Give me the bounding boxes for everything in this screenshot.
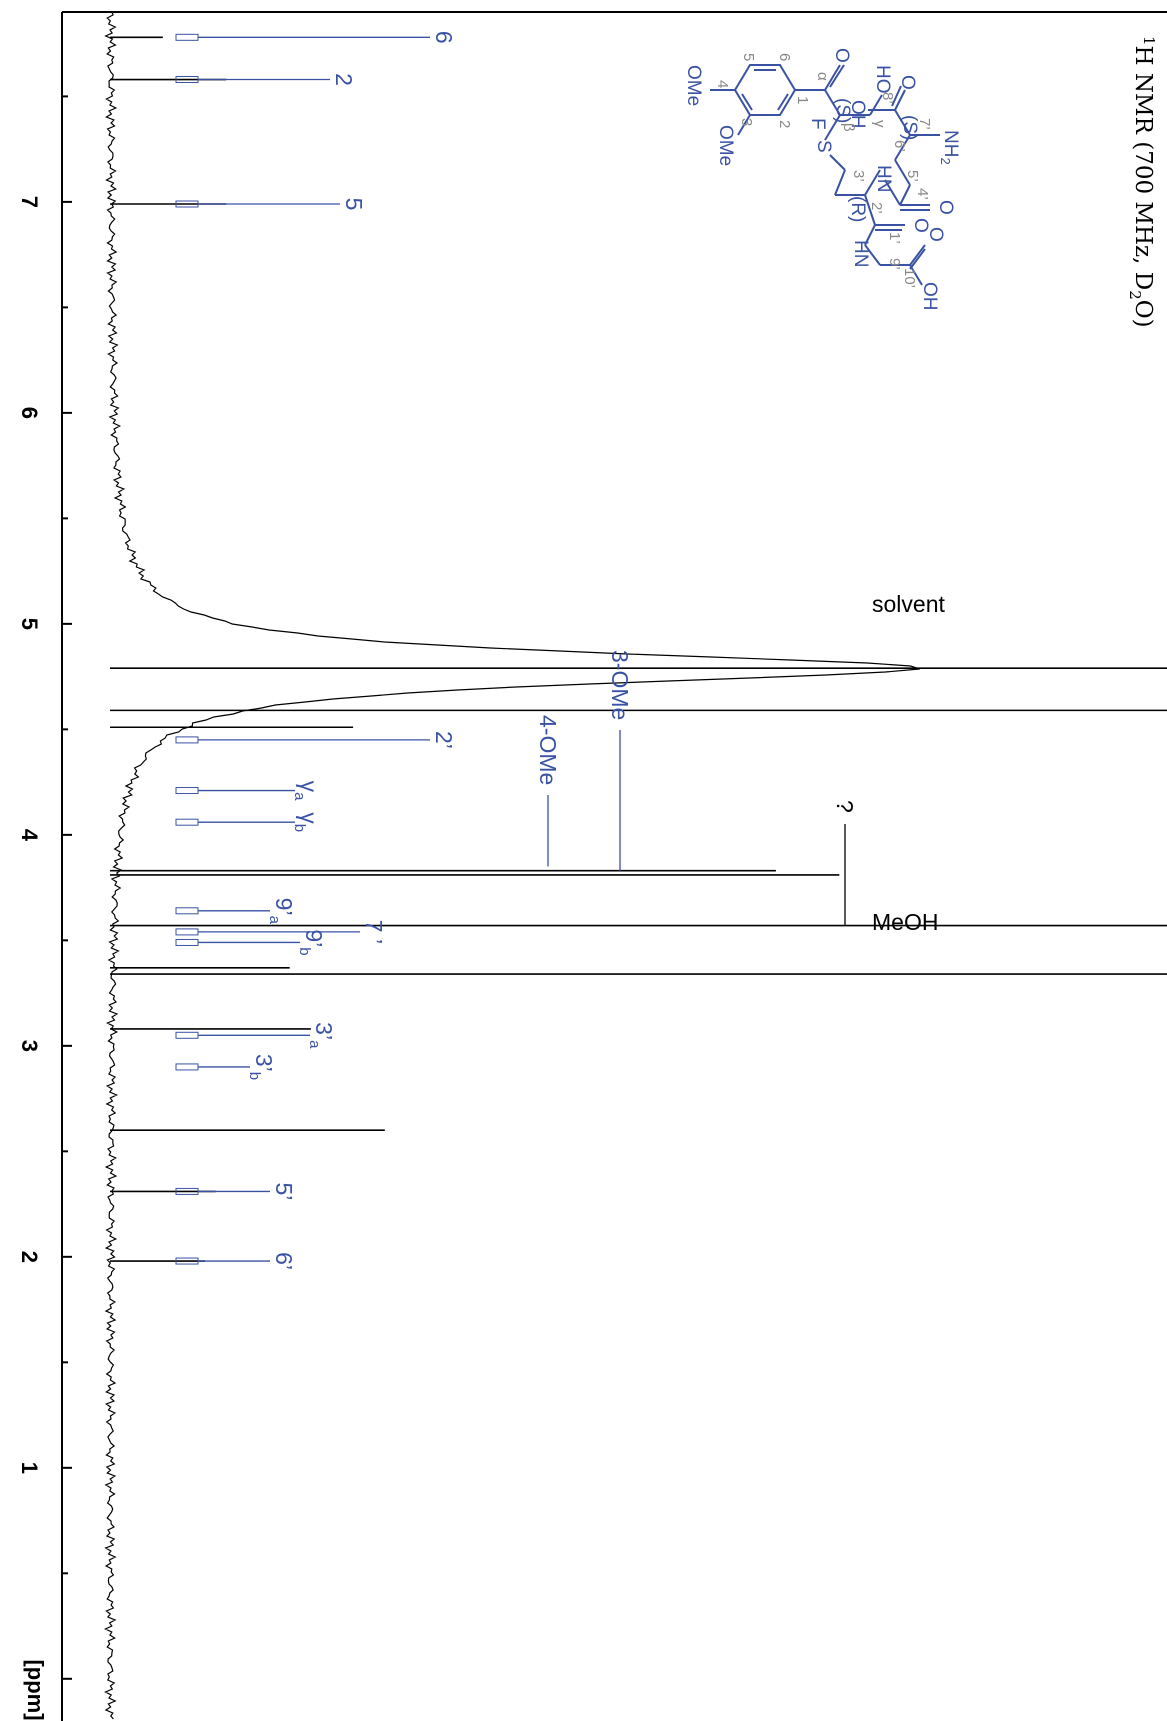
struct-num-c3: 3 bbox=[738, 118, 755, 126]
struct-ome-4: OMe bbox=[683, 65, 704, 106]
struct-oh-top: OH bbox=[919, 282, 940, 311]
peak-assignments: 6 2 5 2’ γa γb 9’a 7 ’ 9’b 3’a 3’b 5’ 6’ bbox=[175, 31, 457, 1270]
assignment-marker bbox=[175, 938, 199, 946]
struct-num-7p: 7’ bbox=[916, 118, 933, 130]
title-subscript: 2 bbox=[1126, 290, 1144, 300]
axis-tick-label: 2 bbox=[17, 1251, 42, 1263]
assignment-label: 3’a bbox=[306, 1022, 337, 1049]
assignment-marker bbox=[175, 787, 199, 795]
struct-fluorine: F bbox=[807, 118, 828, 130]
assignment-marker bbox=[175, 736, 199, 744]
spectrum-title: 1H NMR (700 MHz, D2O) bbox=[1126, 36, 1158, 328]
struct-num-5p: 5’ bbox=[904, 170, 921, 182]
title-superscript: 1 bbox=[1140, 36, 1158, 46]
vertical-assignment-label: 4-OMe bbox=[535, 715, 561, 785]
meoh-label: MeOH bbox=[872, 909, 938, 935]
assignment-label: 6’ bbox=[271, 1252, 297, 1270]
struct-s-config2: (S) bbox=[899, 115, 920, 140]
struct-num-10p: 10’ bbox=[901, 268, 918, 288]
assignment-label: 3’b bbox=[246, 1054, 277, 1080]
struct-hn-top: HN bbox=[850, 240, 871, 267]
axis-unit-label: [ppm] bbox=[23, 1659, 48, 1720]
title-end: O) bbox=[1130, 300, 1156, 328]
struct-num-c1: 1 bbox=[794, 96, 811, 104]
struct-s-config: (S) bbox=[832, 98, 853, 123]
assignment-label: 9’b bbox=[296, 929, 327, 955]
axis-tick-label: 3 bbox=[17, 1040, 42, 1052]
struct-num-c6: 6 bbox=[776, 53, 793, 61]
assignment-label: 9’a bbox=[266, 898, 297, 925]
title-main: H NMR (700 MHz, D bbox=[1130, 46, 1156, 291]
axis-tick-label: 5 bbox=[17, 618, 42, 630]
struct-num-c4: 4 bbox=[714, 80, 731, 88]
solvent-label: solvent bbox=[872, 591, 945, 617]
svg-text:1H NMR (700 MHz, D2O): 1H NMR (700 MHz, D2O) bbox=[1126, 36, 1158, 328]
struct-o-ketone: O bbox=[831, 48, 852, 63]
assignment-marker bbox=[175, 907, 199, 915]
struct-num-9p: 9’ bbox=[886, 258, 903, 270]
struct-num-3p: 3’ bbox=[850, 170, 867, 182]
struct-o-amide1: O bbox=[910, 218, 931, 233]
struct-num-c5: 5 bbox=[740, 53, 757, 61]
struct-oh-bottom: OH bbox=[847, 100, 868, 129]
struct-num-beta: β bbox=[840, 123, 857, 132]
assignment-marker bbox=[175, 928, 199, 936]
assignment-label: 6 bbox=[431, 31, 457, 44]
axis-tick-label: 1 bbox=[17, 1462, 42, 1474]
struct-num-2p: 2’ bbox=[868, 202, 885, 214]
struct-num-1p: 1’ bbox=[886, 232, 903, 244]
assignment-label: 7 ’ bbox=[361, 920, 387, 944]
struct-o-acid-top: O bbox=[925, 227, 946, 242]
assignment-marker bbox=[175, 1031, 199, 1039]
solvent-peaks bbox=[110, 667, 1167, 975]
struct-hn-mid: HN bbox=[873, 165, 894, 192]
assignment-label: 2’ bbox=[431, 731, 457, 749]
vertical-assignment-label: ? bbox=[832, 800, 858, 813]
spectrum-baseline bbox=[103, 11, 920, 1720]
struct-num-alpha: α bbox=[814, 72, 831, 81]
struct-num-6p: 6’ bbox=[891, 140, 908, 152]
struct-num-4p: 4’ bbox=[914, 188, 931, 200]
benzene-ring bbox=[733, 64, 797, 116]
assignment-label: 5 bbox=[341, 198, 367, 211]
assignment-label: γa bbox=[291, 781, 322, 802]
struct-ho: HO bbox=[872, 65, 893, 94]
assignment-label: γb bbox=[291, 812, 322, 832]
vertical-assignments: 3-OMe 4-OMe? bbox=[535, 650, 858, 926]
assignment-marker bbox=[175, 1063, 199, 1071]
chemical-structure: HO O (S) F S (R) HN O OH O HN O (S) O OH… bbox=[683, 48, 961, 311]
struct-o-acid-bottom: O bbox=[897, 75, 918, 90]
struct-num-8p: 8’ bbox=[879, 92, 896, 104]
struct-ome-3: OMe bbox=[715, 125, 736, 166]
struct-r-config: (R) bbox=[847, 196, 868, 222]
axis-tick-label: 4 bbox=[17, 829, 42, 842]
struct-num-gamma: γ bbox=[871, 120, 888, 128]
assignment-label: 5’ bbox=[271, 1182, 297, 1200]
vertical-assignment-label: 3-OMe bbox=[607, 650, 633, 720]
struct-nh2: NH2 bbox=[938, 130, 961, 165]
assignment-label: 2 bbox=[331, 73, 357, 86]
spectrum-peaks bbox=[110, 36, 1167, 1262]
struct-o-amide2: O bbox=[935, 200, 956, 215]
assignment-marker bbox=[175, 33, 199, 41]
struct-num-c2: 2 bbox=[776, 120, 793, 128]
struct-sulfur: S bbox=[813, 140, 834, 153]
axis-tick-label: 6 bbox=[17, 407, 42, 419]
axis-ticks bbox=[62, 95, 72, 1680]
assignment-marker bbox=[175, 818, 199, 826]
axis-tick-labels: 7 6 5 4 3 2 1 bbox=[17, 196, 42, 1474]
axis-tick-label: 7 bbox=[17, 196, 42, 208]
